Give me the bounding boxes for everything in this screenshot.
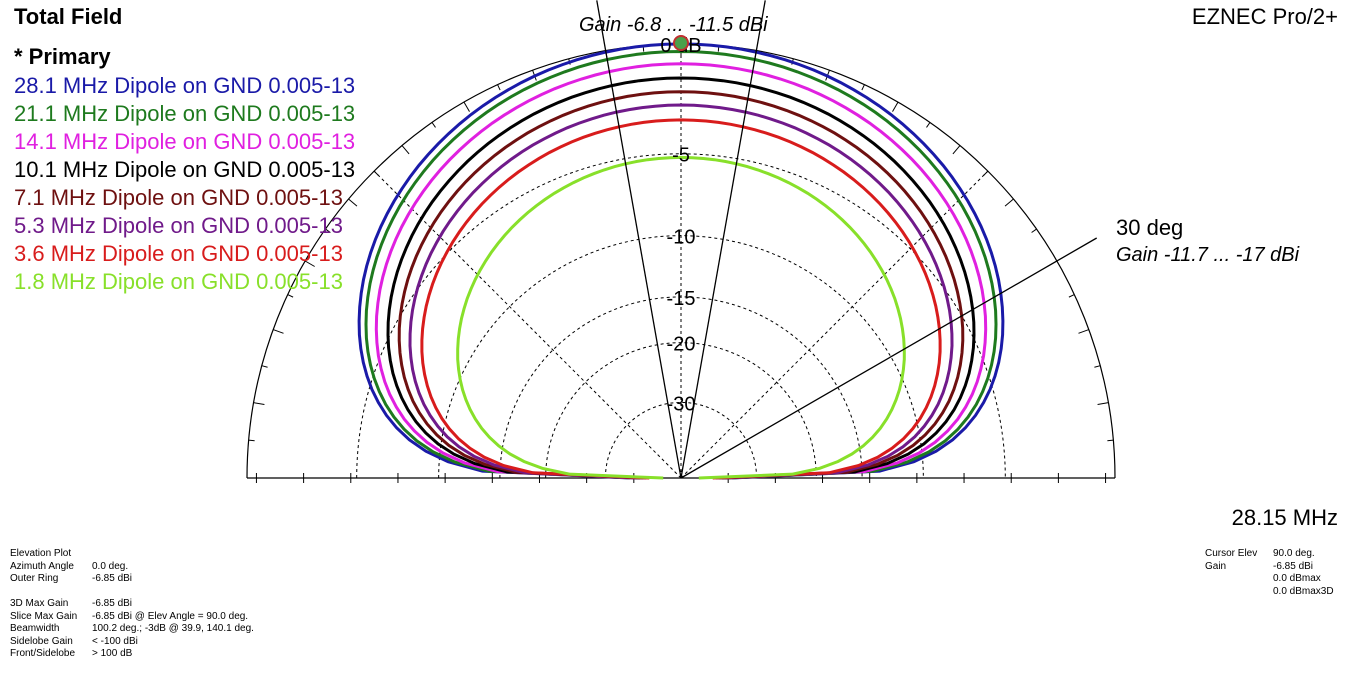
info-key: Gain <box>1205 560 1227 572</box>
ring-label: -15 <box>667 288 696 310</box>
legend-item[interactable]: 7.1 MHz Dipole on GND 0.005-13 <box>14 185 343 210</box>
info-key: Beamwidth <box>10 623 60 634</box>
legend-item[interactable]: 10.1 MHz Dipole on GND 0.005-13 <box>14 157 356 182</box>
ring-tick <box>373 170 379 176</box>
grid-radial <box>680 170 989 479</box>
info-key: Slice Max Gain <box>10 610 78 622</box>
ring-tick <box>1004 198 1014 207</box>
info-panel-right: Cursor Elev 90.0 deg. Gain -6.85 dBi 0.0 d… <box>1205 548 1334 598</box>
info-key <box>1205 573 1273 586</box>
ring-tick <box>1097 402 1109 406</box>
info-key: Outer Ring <box>10 573 59 584</box>
ring-label: -5 <box>672 145 690 167</box>
ring-tick <box>248 439 255 442</box>
cursor-angle-gain-label: Gain -11.7 ... -17 dBi <box>1116 244 1300 266</box>
cursor-lines <box>596 0 1098 479</box>
ring-tick <box>261 365 268 368</box>
ring-tick <box>287 294 294 298</box>
grid-radial <box>373 170 682 479</box>
ring-tick <box>348 198 358 207</box>
grid-ring <box>545 342 817 479</box>
info-key: Elevation Plot <box>10 548 72 559</box>
ring-tick <box>325 228 331 233</box>
info-key <box>1205 586 1273 599</box>
info-key: 3D Max Gain <box>10 598 69 609</box>
polar-grid <box>246 43 1116 483</box>
info-key: Front/Sidelobe <box>10 648 76 659</box>
ring-tick <box>1031 228 1037 233</box>
info-value: 0.0 deg. <box>92 560 129 572</box>
top-cursor-gain-label: Gain -6.8 ... -11.5 dBi <box>579 14 768 36</box>
ring-labels: 0 dB-5-10-15-20-30 <box>660 35 701 415</box>
primary-label: * Primary <box>14 44 111 69</box>
ring-label: -30 <box>667 393 696 415</box>
info-key: Sidelobe Gain <box>10 635 73 647</box>
ring-label: -20 <box>667 334 696 356</box>
info-value: 0.0 dBmax3D <box>1273 585 1334 597</box>
info-value: > 100 dB <box>92 648 133 659</box>
info-value: 100.2 deg.; -3dB @ 39.9, 140.1 deg. <box>92 623 254 634</box>
legend-item[interactable]: 28.1 MHz Dipole on GND 0.005-13 <box>14 73 356 98</box>
info-value: < -100 dBi <box>92 635 138 647</box>
ring-tick <box>952 145 961 155</box>
info-value: -6.85 dBi <box>92 598 133 609</box>
ring-tick <box>401 145 410 155</box>
plot-title: Total Field <box>14 4 123 29</box>
legend-item[interactable]: 3.6 MHz Dipole on GND 0.005-13 <box>14 241 343 266</box>
info-value: 0.0 dBmax <box>1273 573 1321 584</box>
info-panel-left: Elevation Plot Azimuth Angle 0.0 deg. Out… <box>10 548 254 661</box>
cursor-line[interactable] <box>680 237 1098 479</box>
legend-item[interactable]: 5.3 MHz Dipole on GND 0.005-13 <box>14 213 343 238</box>
cursor-line[interactable] <box>596 0 682 479</box>
cursor-marker[interactable] <box>673 35 689 51</box>
ring-tick <box>273 329 284 334</box>
ring-label: -10 <box>667 227 696 249</box>
ring-tick <box>861 84 865 91</box>
info-value: -6.85 dBi @ Elev Angle = 90.0 deg. <box>92 610 249 622</box>
grid-ring <box>356 154 1006 479</box>
cursor-line[interactable] <box>680 0 766 479</box>
cursor-angle-label: 30 deg <box>1116 215 1183 240</box>
ring-tick <box>253 402 265 406</box>
info-key: Azimuth Angle <box>10 560 74 572</box>
info-value: -6.85 dBi <box>1273 560 1314 572</box>
ring-tick <box>463 101 470 112</box>
ring-tick <box>1107 439 1114 442</box>
legend-item[interactable]: 1.8 MHz Dipole on GND 0.005-13 <box>14 269 343 294</box>
frequency-label: 28.15 MHz <box>1231 505 1338 530</box>
ring-tick <box>1068 294 1075 298</box>
info-value: 90.0 deg. <box>1273 548 1315 559</box>
ring-tick <box>497 84 501 91</box>
ring-tick <box>304 260 315 267</box>
info-value: -6.85 dBi <box>92 573 133 584</box>
ring-tick <box>983 170 989 176</box>
app-name: EZNEC Pro/2+ <box>1191 4 1338 29</box>
legend: 28.1 MHz Dipole on GND 0.005-13 21.1 MHz… <box>14 72 355 296</box>
legend-item[interactable]: 21.1 MHz Dipole on GND 0.005-13 <box>14 101 356 126</box>
ring-tick <box>926 122 931 128</box>
ring-tick <box>431 122 436 128</box>
ring-tick <box>892 101 899 112</box>
ring-tick <box>1094 365 1101 368</box>
legend-item[interactable]: 14.1 MHz Dipole on GND 0.005-13 <box>14 129 356 154</box>
info-key: Cursor Elev <box>1205 548 1258 559</box>
ring-tick <box>1078 329 1089 334</box>
